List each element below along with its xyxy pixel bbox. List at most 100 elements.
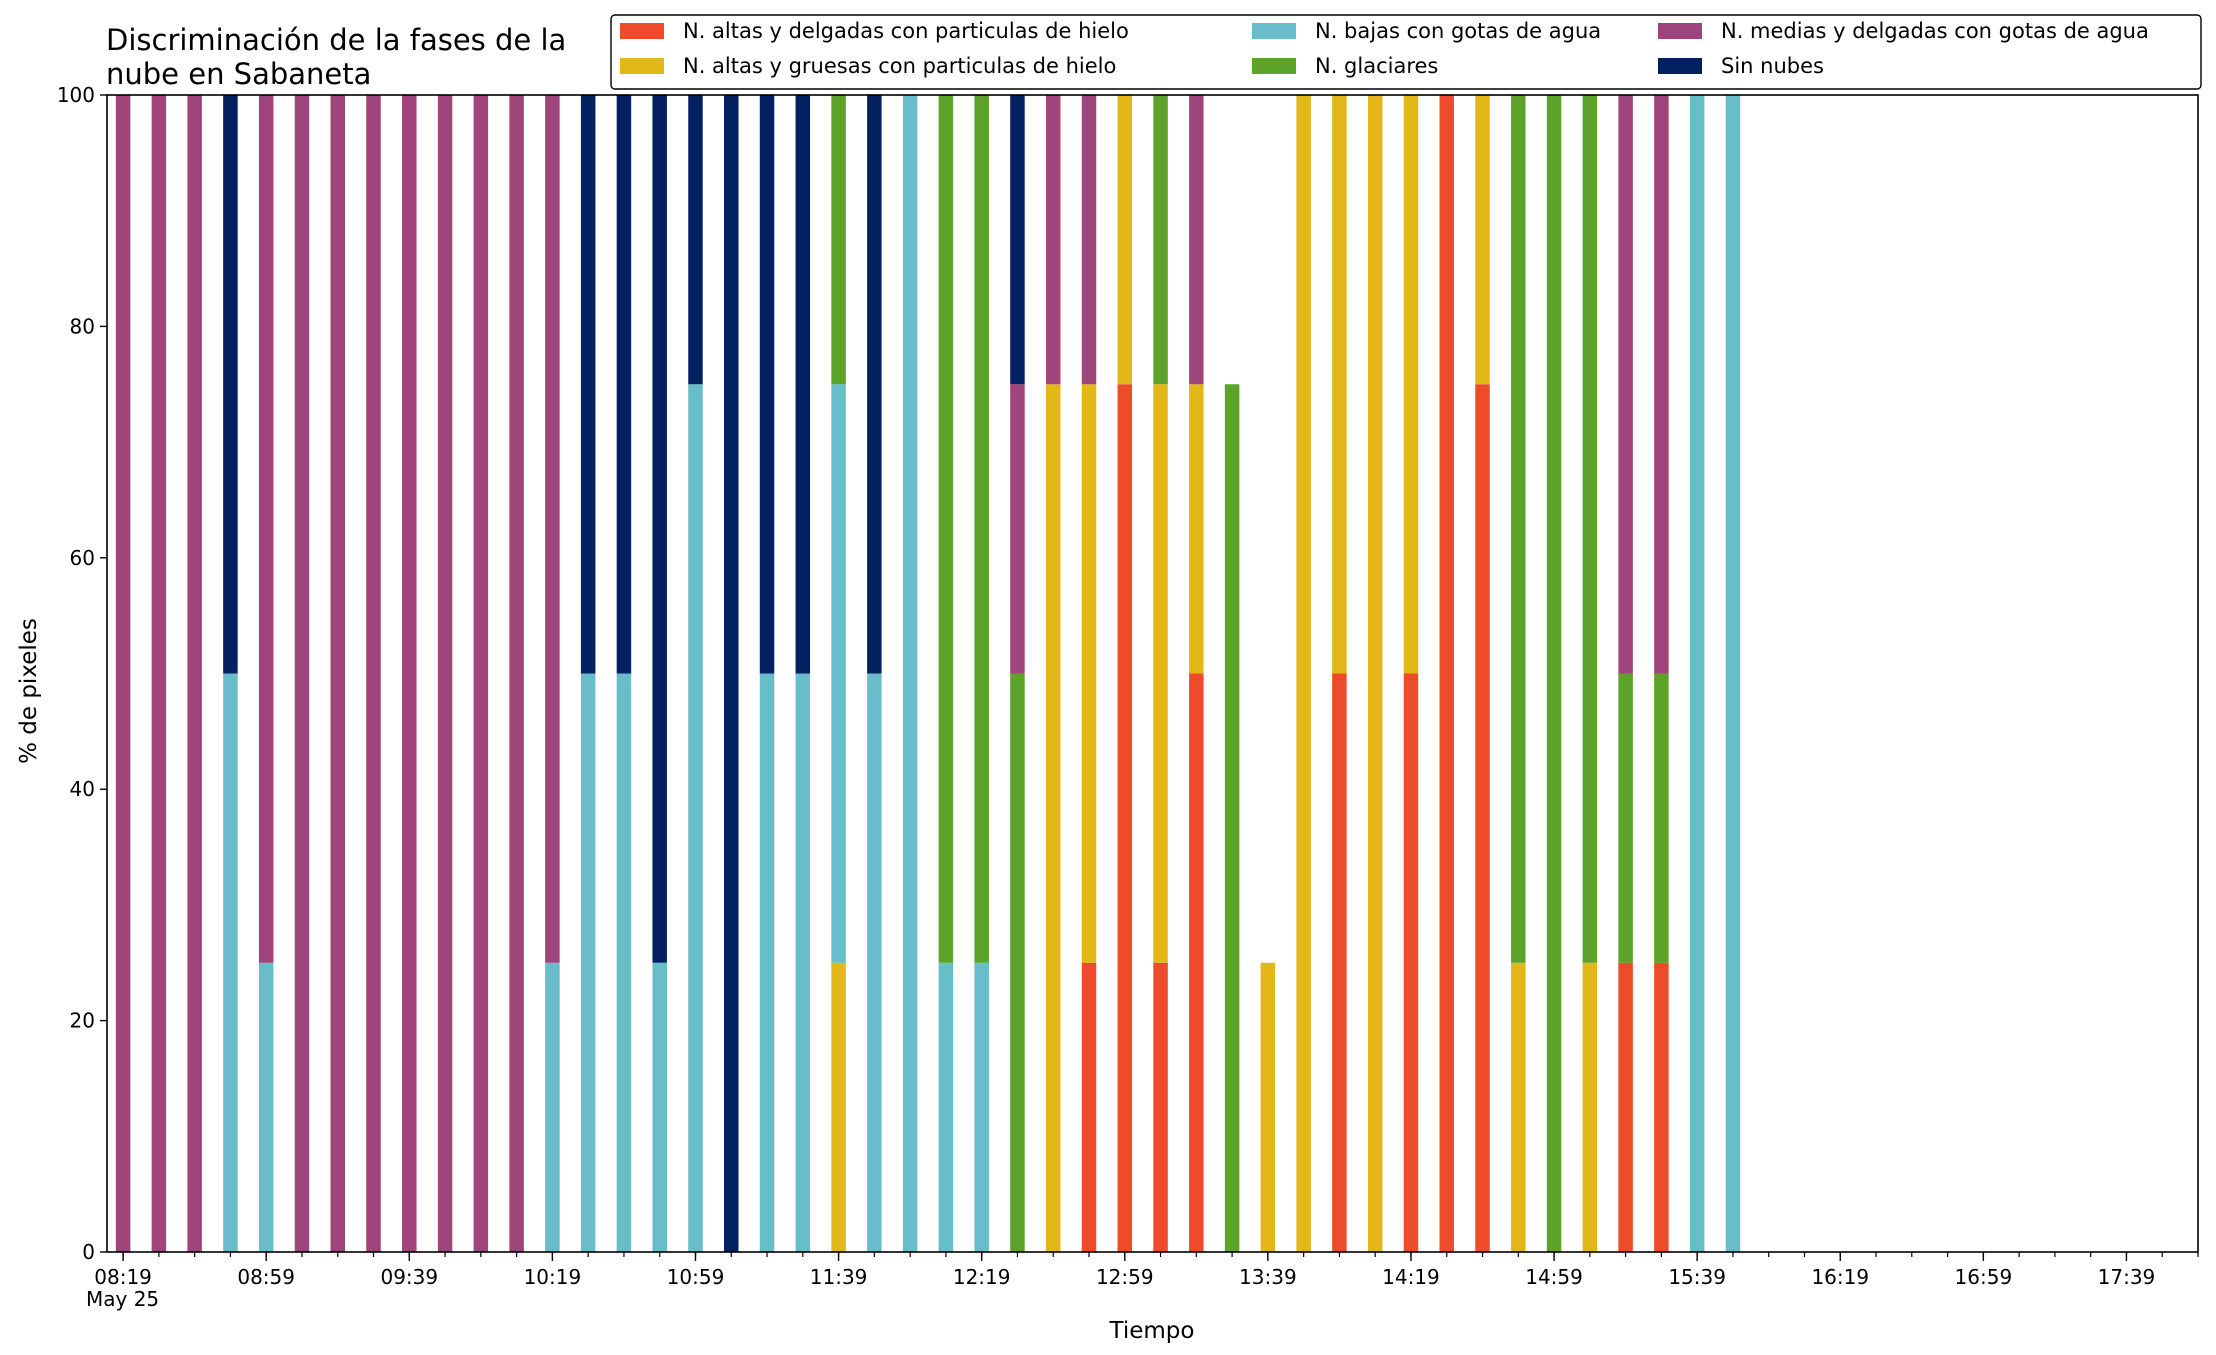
bar-segment [1689,95,1705,1252]
legend: N. altas y delgadas con particulas de hi… [610,14,2202,90]
bar-segment [1582,95,1598,963]
bar-segment [1618,962,1633,1252]
legend-entry: Sin nubes [1721,54,1824,78]
bar-segment [1153,384,1168,963]
bar-segment [867,673,882,1252]
bar-segment [1475,95,1490,385]
x-tick-label: 11:39 [810,1265,868,1289]
y-tick-label: 100 [57,83,95,107]
bar-segment [938,962,954,1252]
bar-segment [688,95,703,385]
bar-segment [1475,384,1490,1252]
bar-segment [1189,384,1204,674]
bars-layer [115,95,1741,1252]
bar-segment [1654,962,1669,1252]
bar-segment [1654,95,1669,674]
bar-segment [795,95,811,674]
bar-segment [1511,95,1526,963]
bar-segment [1367,95,1383,1252]
bar-segment [759,673,775,1252]
x-tick-label: 14:59 [1525,1265,1583,1289]
plot-frame [106,94,2199,1253]
x-tick-label: 10:19 [524,1265,582,1289]
x-tick-label: 15:39 [1668,1265,1726,1289]
legend-entry: N. altas y delgadas con particulas de hi… [683,19,1129,43]
bar-segment [1260,962,1276,1252]
bar-segment [1189,673,1204,1252]
legend-swatch [1252,23,1296,39]
bar-segment [974,962,989,1252]
bar-segment [1511,962,1526,1252]
bar-segment [151,95,167,1252]
bar-segment [652,95,667,963]
bar-segment [545,962,560,1252]
bar-segment [902,95,918,1252]
bar-segment [1403,673,1419,1252]
bar-segment [1010,673,1025,1252]
bar-segment [831,384,846,963]
bar-segment [759,95,775,674]
bar-segment [974,95,989,963]
x-axis-label: Tiempo [1109,1318,1195,1344]
bar-segment [1618,95,1633,674]
bar-segment [402,95,417,1252]
chart-title-line: Discriminación de la fases de la [106,23,566,57]
bar-segment [1332,95,1347,674]
bar-segment [688,384,703,1252]
x-tick-label: 16:59 [1955,1265,2013,1289]
bar-segment [1618,673,1633,963]
y-tick-label: 20 [70,1009,95,1033]
x-tick-label: 16:19 [1811,1265,1869,1289]
legend-swatch [1658,58,1702,74]
y-axis-label: % de pixeles [16,618,42,764]
bar-segment [1081,962,1097,1252]
bar-segment [724,95,739,1252]
bar-segment [258,95,274,963]
chart-title: Discriminación de la fases de la nube en … [106,23,566,91]
bar-segment [1582,962,1598,1252]
bar-segment [580,95,596,674]
legend-swatch [1658,23,1702,39]
bar-segment [1546,95,1562,1252]
y-tick-label: 60 [70,546,95,570]
x-tick-label: 12:59 [1096,1265,1154,1289]
bar-segment [294,95,310,1252]
legend-frame [610,14,2202,90]
bar-segment [545,95,560,963]
bar-segment [1296,95,1311,1252]
x-tick-label: 10:59 [667,1265,725,1289]
bar-segment [1117,95,1133,385]
bar-segment [795,673,811,1252]
bar-segment [1403,95,1419,674]
legend-swatch [1252,58,1296,74]
bar-segment [831,962,846,1252]
bar-segment [223,95,238,674]
x-axis-date-label: May 25 [86,1287,159,1311]
bar-segment [330,95,345,1252]
bar-segment [1010,95,1025,385]
bar-segment [867,95,882,674]
x-tick-label: 12:19 [953,1265,1011,1289]
bar-segment [1081,95,1097,385]
bar-segment [652,962,667,1252]
legend-entry: N. glaciares [1315,54,1438,78]
bar-segment [366,95,381,1252]
bar-segment [580,673,596,1252]
bar-segment [509,95,524,1252]
x-tick-label: 17:39 [2098,1265,2156,1289]
bar-segment [1081,384,1097,963]
x-tick-label: 13:39 [1239,1265,1297,1289]
legend-swatch [620,23,664,39]
bar-segment [616,673,632,1252]
bar-segment [1189,95,1204,385]
bar-segment [1332,673,1347,1252]
bar-segment [1153,962,1168,1252]
bar-segment [223,673,238,1252]
bar-segment [1224,384,1240,1252]
bar-segment [437,95,453,1252]
bar-segment [1045,384,1061,1252]
x-tick-label: 08:59 [237,1265,295,1289]
chart-title-line: nube en Sabaneta [106,57,371,91]
legend-entry: N. medias y delgadas con gotas de agua [1721,19,2149,43]
bar-segment [1725,95,1741,1252]
